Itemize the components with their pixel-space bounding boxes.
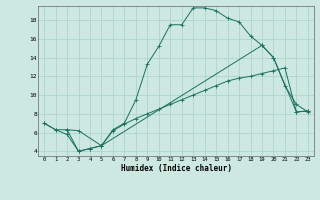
X-axis label: Humidex (Indice chaleur): Humidex (Indice chaleur) (121, 164, 231, 173)
